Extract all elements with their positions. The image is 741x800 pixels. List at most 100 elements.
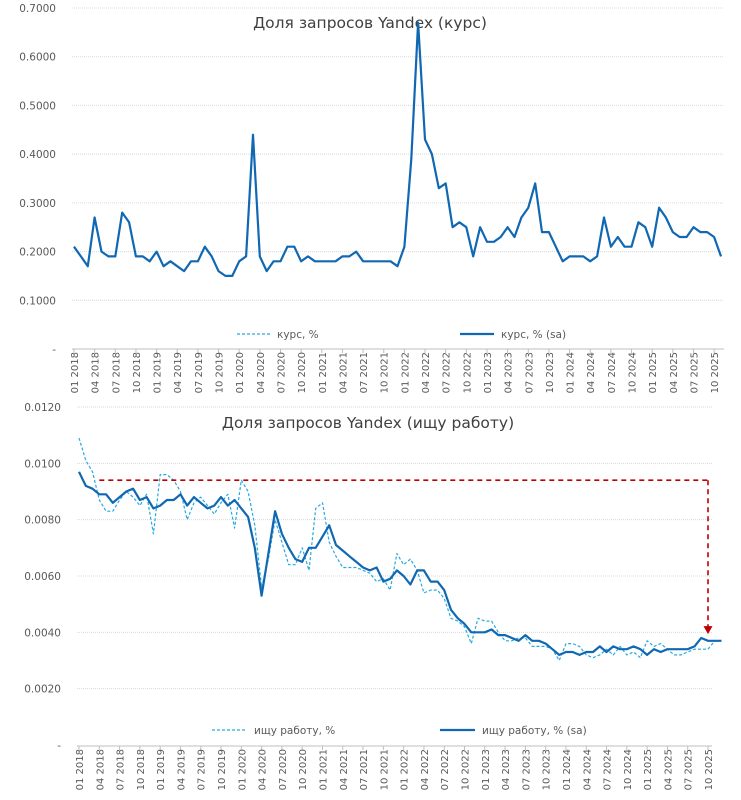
- series-line-kurs-sa: [73, 21, 723, 277]
- x-tick-label: 07 2023: [521, 749, 532, 790]
- x-tick-label: 01 2024: [566, 352, 577, 393]
- x-tick-label: 07 2025: [689, 352, 700, 393]
- x-tick-label: 10 2025: [704, 749, 715, 790]
- x-tick-label: 10 2019: [215, 352, 226, 393]
- x-tick-label: 04 2020: [256, 352, 267, 393]
- x-tick-label: 01 2023: [483, 352, 494, 393]
- x-tick-label: 07 2020: [276, 352, 287, 393]
- chart-ishu-rabotu-y-axis: - 0.0020 0.0040 0.0060 0.0080 0.0100 0.0120: [24, 402, 61, 752]
- x-tick-label: 10 2021: [379, 749, 390, 790]
- x-tick-label: 07 2019: [197, 749, 208, 790]
- y-tick-label: -: [52, 344, 56, 356]
- x-tick-label: 04 2021: [338, 352, 349, 393]
- x-tick-label: 04 2021: [339, 749, 350, 790]
- x-tick-label: 01 2025: [643, 749, 654, 790]
- x-tick-label: 07 2019: [194, 352, 205, 393]
- y-tick-label: 0.0040: [24, 627, 61, 639]
- x-tick-label: 07 2025: [684, 749, 695, 790]
- x-tick-label: 10 2024: [623, 749, 634, 790]
- x-tick-label: 04 2019: [173, 352, 184, 393]
- chart-kurs-title: Доля запросов Yandex (курс): [253, 14, 487, 32]
- chart-kurs-gridlines: [72, 7, 724, 301]
- x-tick-label: 04 2022: [420, 749, 431, 790]
- x-tick-label: 07 2024: [603, 749, 614, 790]
- x-tick-label: 01 2020: [235, 352, 246, 393]
- x-tick-label: 01 2021: [318, 352, 329, 393]
- x-tick-label: 01 2018: [75, 749, 86, 790]
- legend-label-kurs-raw: курс, %: [277, 329, 319, 341]
- x-tick-label: 10 2023: [542, 749, 553, 790]
- annotation-arrow-head-icon: [703, 626, 713, 635]
- legend-label-rabota-sa: ищу работу, % (sa): [482, 725, 587, 737]
- x-tick-label: 04 2023: [501, 749, 512, 790]
- x-tick-label: 04 2018: [91, 352, 102, 393]
- x-tick-label: 10 2019: [217, 749, 228, 790]
- x-tick-label: 10 2018: [132, 352, 143, 393]
- x-tick-label: 01 2018: [70, 352, 81, 393]
- chart-ishu-rabotu-gridlines: [77, 406, 712, 690]
- x-tick-label: 07 2022: [442, 352, 453, 393]
- x-tick-label: 07 2021: [359, 749, 370, 790]
- x-tick-label: 10 2020: [298, 749, 309, 790]
- x-tick-label: 10 2022: [461, 749, 472, 790]
- y-tick-label: 0.4000: [19, 149, 56, 161]
- x-tick-label: 07 2018: [116, 749, 127, 790]
- y-tick-label: 0.1000: [19, 295, 56, 307]
- chart-ishu-rabotu: - 0.0020 0.0040 0.0060 0.0080 0.0100 0.0120 01…: [24, 402, 722, 790]
- x-tick-label: 01 2024: [562, 749, 573, 790]
- x-tick-label: 10 2023: [545, 352, 556, 393]
- x-tick-label: 07 2023: [524, 352, 535, 393]
- x-tick-label: 04 2019: [176, 749, 187, 790]
- y-tick-label: 0.0060: [24, 571, 61, 583]
- x-tick-label: 04 2025: [669, 352, 680, 393]
- legend-label-rabota-raw: ищу работу, %: [254, 725, 335, 737]
- y-tick-label: 0.5000: [19, 100, 56, 112]
- y-tick-label: 0.2000: [19, 247, 56, 259]
- x-tick-label: 04 2024: [586, 352, 597, 393]
- chart-kurs: - 0.1000 0.2000 0.3000 0.4000 0.5000 0.6000 0.7…: [19, 3, 724, 393]
- y-tick-label: 0.6000: [19, 52, 56, 64]
- y-tick-label: 0.3000: [19, 198, 56, 210]
- x-tick-label: 10 2020: [297, 352, 308, 393]
- chart-kurs-legend: курс, % курс, % (sa): [237, 329, 566, 341]
- x-tick-label: 04 2020: [258, 749, 269, 790]
- x-tick-label: 07 2024: [607, 352, 618, 393]
- y-tick-label: 0.7000: [19, 3, 56, 15]
- x-tick-label: 01 2019: [156, 749, 167, 790]
- x-tick-label: 04 2023: [504, 352, 515, 393]
- chart-ishu-rabotu-annotation: [99, 479, 713, 635]
- y-tick-label: 0.0100: [24, 458, 61, 470]
- x-tick-label: 10 2025: [710, 352, 721, 393]
- y-tick-label: 0.0120: [24, 402, 61, 414]
- y-tick-label: 0.0080: [24, 515, 61, 527]
- chart-kurs-y-axis: - 0.1000 0.2000 0.3000 0.4000 0.5000 0.6000 0.7…: [19, 3, 56, 356]
- x-tick-label: 07 2018: [111, 352, 122, 393]
- x-tick-label: 04 2025: [663, 749, 674, 790]
- series-line-kurs-raw: [73, 22, 722, 277]
- chart-ishu-rabotu-x-axis: 01 2018 04 2018 07 2018 10 2018 01 2019 04 20…: [75, 745, 715, 790]
- x-tick-label: 10 2024: [628, 352, 639, 393]
- x-tick-label: 01 2022: [400, 749, 411, 790]
- x-tick-label: 10 2018: [136, 749, 147, 790]
- x-tick-label: 10 2021: [380, 352, 391, 393]
- y-tick-label: 0.0020: [24, 684, 61, 696]
- x-tick-label: 01 2022: [400, 352, 411, 393]
- x-tick-label: 07 2021: [359, 352, 370, 393]
- chart-ishu-rabotu-title: Доля запросов Yandex (ищу работу): [222, 414, 514, 432]
- x-tick-label: 10 2022: [462, 352, 473, 393]
- chart-ishu-rabotu-series: [78, 437, 722, 662]
- series-line-rabota-raw: [78, 437, 722, 662]
- series-line-rabota-sa: [78, 471, 722, 657]
- y-tick-label: -: [57, 740, 61, 752]
- x-tick-label: 01 2023: [481, 749, 492, 790]
- x-tick-label: 04 2024: [582, 749, 593, 790]
- legend-label-kurs-sa: курс, % (sa): [501, 329, 566, 341]
- chart-ishu-rabotu-legend: ищу работу, % ищу работу, % (sa): [212, 725, 587, 737]
- x-tick-label: 01 2021: [318, 749, 329, 790]
- x-tick-label: 04 2018: [95, 749, 106, 790]
- x-tick-label: 07 2020: [278, 749, 289, 790]
- x-tick-label: 01 2025: [648, 352, 659, 393]
- chart-kurs-series: [73, 21, 723, 277]
- x-tick-label: 04 2022: [421, 352, 432, 393]
